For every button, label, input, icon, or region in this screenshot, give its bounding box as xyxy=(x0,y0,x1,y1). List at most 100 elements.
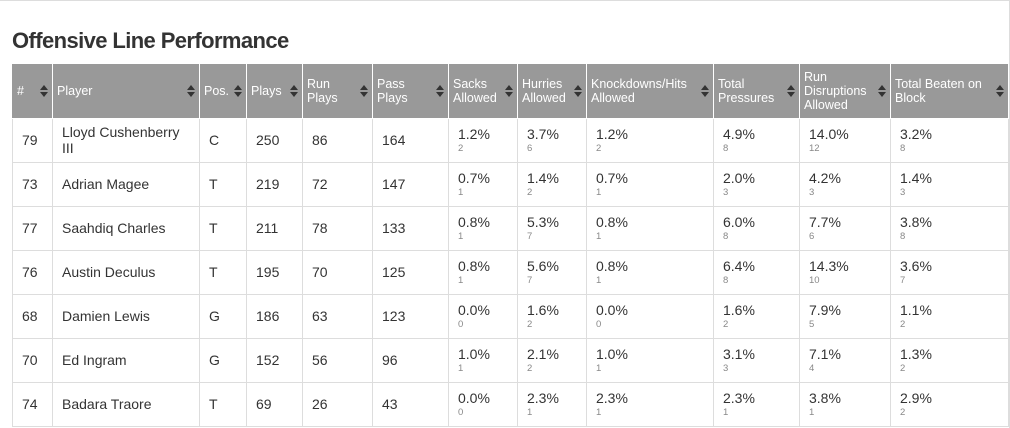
sort-icon[interactable] xyxy=(996,84,1004,97)
run-disruptions-allowed-count: 10 xyxy=(809,274,820,286)
hurries-allowed-count: 6 xyxy=(527,142,533,154)
run-disruptions-allowed-cell: 14.0% 12 xyxy=(799,117,891,163)
pass-plays-value-cell: 125 xyxy=(372,249,449,295)
plays-value-cell: 219 xyxy=(246,161,303,207)
knockdowns-hits-allowed-cell: 0.8% 1 xyxy=(586,205,714,251)
sort-icon[interactable] xyxy=(787,84,795,97)
pass-plays-value-cell: 133 xyxy=(372,205,449,251)
hurries-allowed-percent: 1.6% xyxy=(527,301,559,318)
total-pressures-cell: 3.1% 3 xyxy=(713,337,800,383)
knockdowns-hits-allowed-percent: 1.2% xyxy=(596,125,628,142)
hurries-allowed-cell: 5.6% 7 xyxy=(517,249,587,295)
sort-icon[interactable] xyxy=(505,84,513,97)
hurries-allowed-percent: 3.7% xyxy=(527,125,559,142)
plays-value-cell: 195 xyxy=(246,249,303,295)
table-row: 70 Ed Ingram G 152 56 96 1.0% 1 2.1% 2 1.0% 1 3.1% 3 7… xyxy=(12,337,1009,383)
total-pressures-percent: 2.3% xyxy=(723,389,755,406)
run-disruptions-allowed-percent: 14.3% xyxy=(809,257,849,274)
column-header-number[interactable]: # xyxy=(12,64,53,119)
sacks-allowed-cell: 1.2% 2 xyxy=(448,117,518,163)
knockdowns-hits-allowed-count: 0 xyxy=(596,318,602,330)
hurries-allowed-cell: 2.3% 1 xyxy=(517,381,587,427)
run-disruptions-allowed-percent: 4.2% xyxy=(809,169,841,186)
run-disruptions-allowed-percent: 7.1% xyxy=(809,345,841,362)
sacks-allowed-percent: 1.2% xyxy=(458,125,490,142)
table-body: 79 Lloyd Cushenberry III C 250 86 164 1.2% 2 3.7… xyxy=(12,117,1009,427)
column-header-label: Total Beaten on Block xyxy=(895,76,982,105)
player-name-cell: Lloyd Cushenberry III xyxy=(52,117,200,163)
player-name-cell: Damien Lewis xyxy=(52,293,200,339)
total-pressures-percent: 2.0% xyxy=(723,169,755,186)
sort-icon[interactable] xyxy=(234,84,242,97)
total-beaten-on-block-count: 3 xyxy=(900,186,906,198)
pass-plays-value-cell: 164 xyxy=(372,117,449,163)
run-plays-value-cell: 86 xyxy=(302,117,373,163)
player-position-cell: T xyxy=(199,249,247,295)
hurries-allowed-count: 7 xyxy=(527,274,533,286)
run-plays-value-cell: 72 xyxy=(302,161,373,207)
total-beaten-on-block-cell: 3.2% 8 xyxy=(890,117,1009,163)
sort-icon[interactable] xyxy=(40,84,48,97)
total-beaten-on-block-cell: 3.8% 8 xyxy=(890,205,1009,251)
total-pressures-count: 8 xyxy=(723,142,729,154)
hurries-allowed-percent: 5.3% xyxy=(527,213,559,230)
sort-icon[interactable] xyxy=(360,84,368,97)
column-header-run-plays[interactable]: Run Plays xyxy=(302,64,373,119)
sacks-allowed-percent: 1.0% xyxy=(458,345,490,362)
knockdowns-hits-allowed-percent: 2.3% xyxy=(596,389,628,406)
column-header-label: Knockdowns/Hits Allowed xyxy=(591,76,687,105)
total-beaten-on-block-percent: 1.4% xyxy=(900,169,932,186)
sort-icon[interactable] xyxy=(701,84,709,97)
plays-value-cell: 186 xyxy=(246,293,303,339)
sort-icon[interactable] xyxy=(436,84,444,97)
total-beaten-on-block-percent: 1.3% xyxy=(900,345,932,362)
total-pressures-percent: 6.4% xyxy=(723,257,755,274)
total-pressures-count: 3 xyxy=(723,362,729,374)
column-header-sacks-allowed[interactable]: Sacks Allowed xyxy=(448,64,518,119)
pass-plays-value-cell: 96 xyxy=(372,337,449,383)
column-header-label: # xyxy=(17,83,24,98)
run-disruptions-allowed-percent: 3.8% xyxy=(809,389,841,406)
knockdowns-hits-allowed-count: 1 xyxy=(596,230,602,242)
total-pressures-cell: 6.4% 8 xyxy=(713,249,800,295)
sacks-allowed-percent: 0.0% xyxy=(458,389,490,406)
knockdowns-hits-allowed-percent: 1.0% xyxy=(596,345,628,362)
player-number-cell: 70 xyxy=(12,337,53,383)
knockdowns-hits-allowed-cell: 0.7% 1 xyxy=(586,161,714,207)
player-position-cell: C xyxy=(199,117,247,163)
column-header-run-disruptions-allowed[interactable]: Run Disruptions Allowed xyxy=(799,64,891,119)
run-disruptions-allowed-cell: 14.3% 10 xyxy=(799,249,891,295)
column-header-hurries-allowed[interactable]: Hurries Allowed xyxy=(517,64,587,119)
hurries-allowed-count: 2 xyxy=(527,186,533,198)
column-header-position[interactable]: Pos. xyxy=(199,64,247,119)
sort-icon[interactable] xyxy=(878,84,886,97)
column-header-player[interactable]: Player xyxy=(52,64,200,119)
column-header-label: Hurries Allowed xyxy=(522,76,566,105)
column-header-total-pressures[interactable]: Total Pressures xyxy=(713,64,800,119)
page-title: Offensive Line Performance xyxy=(12,28,289,53)
column-header-plays[interactable]: Plays xyxy=(246,64,303,119)
total-beaten-on-block-count: 2 xyxy=(900,362,906,374)
run-disruptions-allowed-count: 6 xyxy=(809,230,815,242)
knockdowns-hits-allowed-count: 1 xyxy=(596,274,602,286)
sacks-allowed-count: 1 xyxy=(458,274,464,286)
column-header-label: Plays xyxy=(251,83,282,98)
sort-icon[interactable] xyxy=(290,84,298,97)
sort-icon[interactable] xyxy=(187,84,195,97)
player-number-cell: 76 xyxy=(12,249,53,295)
column-header-total-beaten-on-block[interactable]: Total Beaten on Block xyxy=(890,64,1009,119)
player-position-cell: G xyxy=(199,337,247,383)
column-header-label: Run Disruptions Allowed xyxy=(804,69,867,112)
sacks-allowed-cell: 0.8% 1 xyxy=(448,205,518,251)
column-header-label: Pos. xyxy=(204,83,230,98)
knockdowns-hits-allowed-percent: 0.7% xyxy=(596,169,628,186)
column-header-knockdowns-hits-allowed[interactable]: Knockdowns/Hits Allowed xyxy=(586,64,714,119)
total-pressures-count: 8 xyxy=(723,274,729,286)
player-position-cell: G xyxy=(199,293,247,339)
player-number-cell: 73 xyxy=(12,161,53,207)
column-header-pass-plays[interactable]: Pass Plays xyxy=(372,64,449,119)
hurries-allowed-percent: 2.3% xyxy=(527,389,559,406)
total-beaten-on-block-count: 7 xyxy=(900,274,906,286)
sort-icon[interactable] xyxy=(574,84,582,97)
total-beaten-on-block-count: 2 xyxy=(900,318,906,330)
